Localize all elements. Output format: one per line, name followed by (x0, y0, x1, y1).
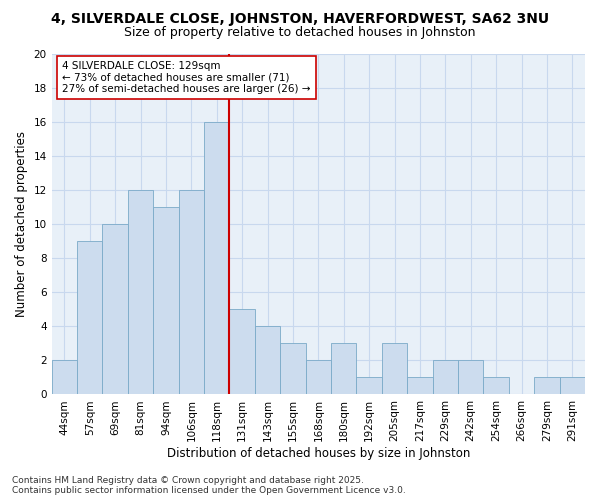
Bar (204, 122, 229, 394)
Bar (433, 360, 458, 394)
Bar (534, 378, 560, 394)
Bar (128, 190, 153, 394)
Bar (560, 378, 585, 394)
Bar (77, 242, 103, 394)
Text: 4, SILVERDALE CLOSE, JOHNSTON, HAVERFORDWEST, SA62 3NU: 4, SILVERDALE CLOSE, JOHNSTON, HAVERFORD… (51, 12, 549, 26)
Bar (52, 360, 77, 394)
Bar (229, 310, 255, 394)
Bar (458, 360, 484, 394)
Bar (484, 378, 509, 394)
Bar (153, 207, 179, 394)
Text: 4 SILVERDALE CLOSE: 129sqm
← 73% of detached houses are smaller (71)
27% of semi: 4 SILVERDALE CLOSE: 129sqm ← 73% of deta… (62, 61, 311, 94)
Bar (305, 360, 331, 394)
Bar (407, 378, 433, 394)
Bar (179, 190, 204, 394)
Text: Contains HM Land Registry data © Crown copyright and database right 2025.
Contai: Contains HM Land Registry data © Crown c… (12, 476, 406, 495)
Bar (356, 378, 382, 394)
Bar (255, 326, 280, 394)
X-axis label: Distribution of detached houses by size in Johnston: Distribution of detached houses by size … (167, 447, 470, 460)
Bar (382, 344, 407, 394)
Y-axis label: Number of detached properties: Number of detached properties (15, 131, 28, 317)
Text: Size of property relative to detached houses in Johnston: Size of property relative to detached ho… (124, 26, 476, 39)
Bar (103, 224, 128, 394)
Bar (280, 344, 305, 394)
Bar (331, 344, 356, 394)
